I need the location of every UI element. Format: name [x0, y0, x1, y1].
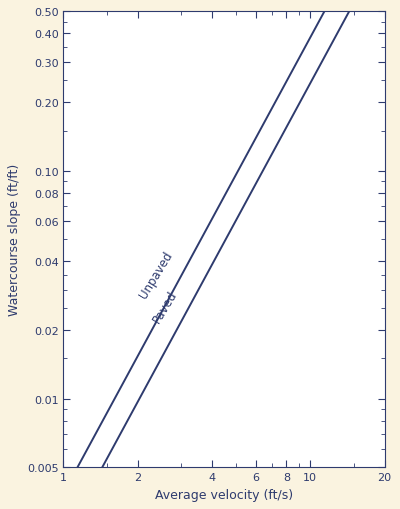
Text: Paved: Paved — [150, 288, 180, 325]
Text: Unpaved: Unpaved — [137, 249, 175, 301]
Y-axis label: Watercourse slope (ft/ft): Watercourse slope (ft/ft) — [8, 164, 21, 316]
X-axis label: Average velocity (ft/s): Average velocity (ft/s) — [155, 488, 293, 501]
